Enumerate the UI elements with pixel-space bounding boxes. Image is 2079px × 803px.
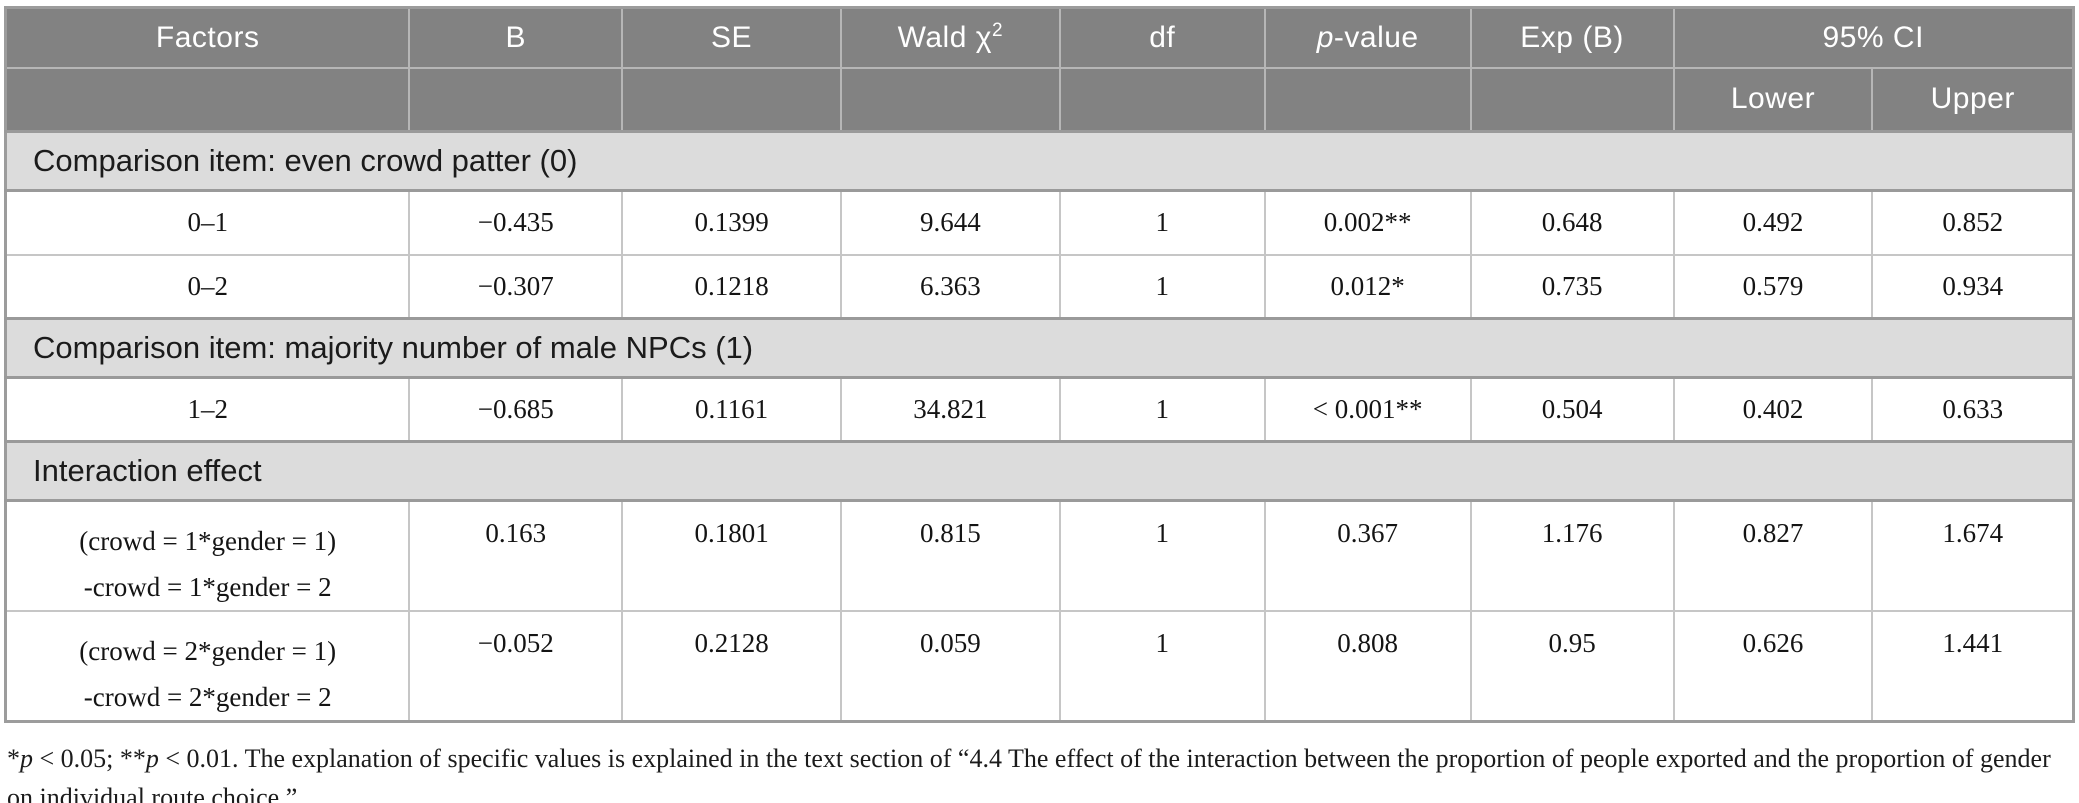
- table-row-interaction-2: (crowd = 2*gender = 1) -crowd = 2*gender…: [4, 610, 2075, 723]
- factor-line-2: -crowd = 2*gender = 2: [83, 682, 332, 712]
- cell-exp-b: 0.648: [1469, 189, 1675, 256]
- cell-df: 1: [1058, 253, 1266, 320]
- col-header-factors: Factors: [4, 6, 411, 69]
- cell-ci-lower: 0.626: [1672, 610, 1874, 723]
- footnote-p-2: p: [145, 744, 159, 773]
- cell-wald: 0.815: [839, 499, 1061, 612]
- cell-factor: (crowd = 2*gender = 1) -crowd = 2*gender…: [4, 610, 411, 723]
- cell-se: 0.2128: [621, 610, 842, 723]
- cell-b: −0.052: [408, 610, 624, 723]
- cell-se: 0.1161: [621, 376, 842, 443]
- cell-df: 1: [1058, 610, 1266, 723]
- cell-df: 1: [1058, 189, 1266, 256]
- header-spacer-b: [408, 66, 624, 133]
- cell-b: −0.435: [408, 189, 624, 256]
- wald-superscript: 2: [991, 19, 1004, 41]
- col-header-df: df: [1058, 6, 1266, 69]
- section-row-interaction-effect: Interaction effect: [5, 440, 2074, 502]
- cell-ci-lower: 0.402: [1672, 376, 1874, 443]
- cell-factor: 1–2: [4, 376, 411, 443]
- cell-ci-upper: 0.934: [1871, 253, 2075, 320]
- cell-b: −0.685: [408, 376, 624, 443]
- statistics-table: Factors B SE Wald χ2 df p-value Exp (B) …: [4, 6, 2075, 723]
- cell-p-value: 0.012*: [1263, 253, 1472, 320]
- cell-df: 1: [1058, 499, 1266, 612]
- cell-ci-upper: 0.633: [1871, 376, 2075, 443]
- cell-p-value: 0.002**: [1263, 189, 1472, 256]
- footnote-rest: < 0.01. The explanation of specific valu…: [7, 744, 2051, 803]
- header-spacer-df: [1058, 66, 1266, 133]
- col-header-exp-b: Exp (B): [1469, 6, 1675, 69]
- cell-exp-b: 0.735: [1469, 253, 1675, 320]
- cell-factor: 0–1: [4, 189, 411, 256]
- section-title: Comparison item: majority number of male…: [5, 317, 2074, 379]
- col-header-se: SE: [621, 6, 842, 69]
- header-spacer-factors: [4, 66, 411, 133]
- cell-exp-b: 0.504: [1469, 376, 1675, 443]
- col-header-ci-upper: Upper: [1871, 66, 2075, 133]
- section-title: Interaction effect: [5, 440, 2074, 502]
- header-row-2: Lower Upper: [4, 66, 2075, 133]
- table-footnote: *p < 0.05; **p < 0.01. The explanation o…: [7, 739, 2077, 803]
- section-title: Comparison item: even crowd patter (0): [5, 130, 2074, 192]
- col-header-p-value: p-value: [1263, 6, 1472, 69]
- table-row-interaction-1: (crowd = 1*gender = 1) -crowd = 1*gender…: [4, 499, 2075, 612]
- cell-b: 0.163: [408, 499, 624, 612]
- cell-ci-lower: 0.579: [1672, 253, 1874, 320]
- cell-se: 0.1801: [621, 499, 842, 612]
- cell-se: 0.1399: [621, 189, 842, 256]
- header-spacer-exp: [1469, 66, 1675, 133]
- col-header-ci-lower: Lower: [1672, 66, 1874, 133]
- cell-se: 0.1218: [621, 253, 842, 320]
- cell-ci-upper: 0.852: [1871, 189, 2075, 256]
- cell-ci-lower: 0.827: [1672, 499, 1874, 612]
- cell-wald: 0.059: [839, 610, 1061, 723]
- p-italic: p: [1316, 20, 1334, 54]
- col-header-wald-chi2: Wald χ2: [839, 6, 1061, 69]
- cell-b: −0.307: [408, 253, 624, 320]
- section-row-male-npcs: Comparison item: majority number of male…: [5, 317, 2074, 379]
- header-spacer-se: [621, 66, 842, 133]
- cell-wald: 6.363: [839, 253, 1061, 320]
- cell-factor: 0–2: [4, 253, 411, 320]
- cell-exp-b: 0.95: [1469, 610, 1675, 723]
- header-spacer-p: [1263, 66, 1472, 133]
- cell-factor: (crowd = 1*gender = 1) -crowd = 1*gender…: [4, 499, 411, 612]
- cell-wald: 34.821: [839, 376, 1061, 443]
- p-value-rest: -value: [1333, 20, 1419, 54]
- table-body: Comparison item: even crowd patter (0) 0…: [4, 130, 2075, 723]
- footnote-star-1: *: [7, 744, 20, 773]
- cell-exp-b: 1.176: [1469, 499, 1675, 612]
- col-header-95ci: 95% CI: [1672, 6, 2075, 69]
- section-row-even-crowd: Comparison item: even crowd patter (0): [5, 130, 2074, 192]
- cell-p-value: 0.367: [1263, 499, 1472, 612]
- cell-p-value: < 0.001**: [1263, 376, 1472, 443]
- factor-line-1: (crowd = 2*gender = 1): [79, 636, 337, 666]
- header-row-1: Factors B SE Wald χ2 df p-value Exp (B) …: [4, 6, 2075, 69]
- col-header-b: B: [408, 6, 624, 69]
- cell-ci-upper: 1.441: [1871, 610, 2075, 723]
- table-row-0-2: 0–2 −0.307 0.1218 6.363 1 0.012* 0.735 0…: [4, 253, 2075, 320]
- cell-wald: 9.644: [839, 189, 1061, 256]
- footnote-mid: < 0.05; **: [33, 744, 146, 773]
- factor-line-1: (crowd = 1*gender = 1): [79, 526, 337, 556]
- cell-ci-lower: 0.492: [1672, 189, 1874, 256]
- footnote-p-1: p: [20, 744, 33, 773]
- factor-line-2: -crowd = 1*gender = 2: [83, 572, 332, 602]
- cell-p-value: 0.808: [1263, 610, 1472, 723]
- cell-df: 1: [1058, 376, 1266, 443]
- cell-ci-upper: 1.674: [1871, 499, 2075, 612]
- wald-label: Wald χ: [897, 20, 992, 54]
- table-row-1-2: 1–2 −0.685 0.1161 34.821 1 < 0.001** 0.5…: [4, 376, 2075, 443]
- table-row-0-1: 0–1 −0.435 0.1399 9.644 1 0.002** 0.648 …: [4, 189, 2075, 256]
- header-spacer-wald: [839, 66, 1061, 133]
- table-header: Factors B SE Wald χ2 df p-value Exp (B) …: [4, 6, 2075, 133]
